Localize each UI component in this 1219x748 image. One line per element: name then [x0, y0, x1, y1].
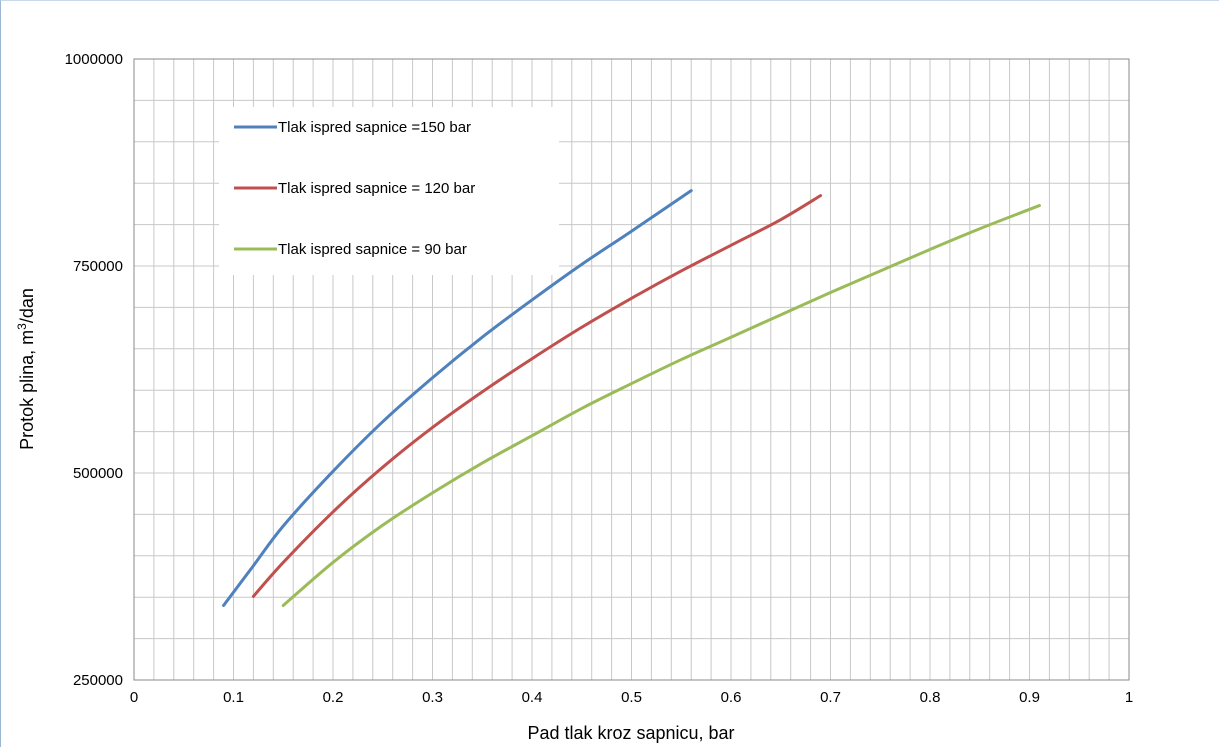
legend-label-2: Tlak ispred sapnice = 120 bar [278, 180, 475, 197]
x-tick-label: 1 [1125, 689, 1133, 706]
y-axis-title: Protok plina, m3/dan [15, 288, 37, 450]
legend: Tlak ispred sapnice =150 bar Tlak ispred … [219, 107, 559, 275]
x-tick-label: 0.5 [621, 689, 642, 706]
legend-background [219, 107, 559, 275]
series-line-2 [251, 194, 823, 598]
x-tick-label: 0.9 [1019, 689, 1040, 706]
x-axis-title: Pad tlak kroz sapnicu, bar [527, 723, 734, 743]
y-tick-label: 250000 [73, 672, 123, 689]
x-tick-label: 0.1 [223, 689, 244, 706]
y-axis-title-suffix: /dan [17, 288, 37, 323]
y-tick-label: 1000000 [65, 51, 123, 68]
x-tick-label: 0.3 [422, 689, 443, 706]
x-tick-label: 0.4 [522, 689, 543, 706]
y-tick-label: 750000 [73, 258, 123, 275]
y-axis-title-sup: 3 [15, 323, 29, 330]
series-line-1 [222, 189, 693, 607]
x-tick-label: 0.8 [920, 689, 941, 706]
x-tick-label: 0.7 [820, 689, 841, 706]
y-tick-label: 500000 [73, 465, 123, 482]
x-tick-label: 0.6 [721, 689, 742, 706]
legend-label-1: Tlak ispred sapnice =150 bar [278, 119, 471, 136]
data-series [222, 189, 1041, 607]
series-line-3 [281, 204, 1041, 607]
plot-area-border [133, 58, 1130, 681]
x-axis-ticks: 0 0.1 0.2 0.3 0.4 0.5 0.6 0.7 0.8 0.9 1 [130, 689, 1133, 706]
x-tick-label: 0 [130, 689, 138, 706]
x-tick-label: 0.2 [323, 689, 344, 706]
y-axis-ticks: 250000 500000 750000 1000000 [65, 51, 123, 689]
legend-label-3: Tlak ispred sapnice = 90 bar [278, 241, 467, 258]
y-axis-title-prefix: Protok plina, m [17, 330, 37, 450]
